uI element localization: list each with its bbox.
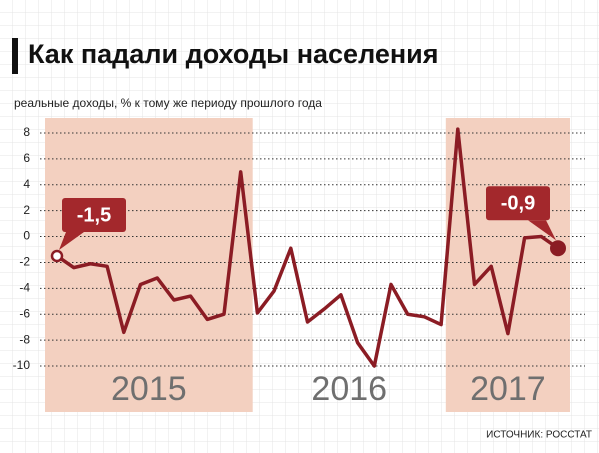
y-tick-label: -8 xyxy=(19,332,30,346)
point-marker xyxy=(550,240,566,257)
y-tick-label: 6 xyxy=(23,151,30,165)
plot: -10 -8 -6 -4 -2 0 2 4 6 8 2015 2016 2017 -1,5 -0,9 xyxy=(13,118,585,412)
source: ИСТОЧНИК: РОССТАТ xyxy=(486,430,592,441)
y-tick-label: -2 xyxy=(19,255,30,269)
y-tick-label: 4 xyxy=(23,177,30,191)
year-shade xyxy=(445,118,570,412)
y-tick-label: -4 xyxy=(19,281,30,295)
callout-pointer xyxy=(528,220,556,241)
callout-box xyxy=(62,197,126,232)
year-label: 2016 xyxy=(311,370,387,408)
y-axis-label: реальные доходы, % к тому же периоду про… xyxy=(14,96,322,110)
year-label: 2015 xyxy=(111,370,187,408)
data-label: -0,9 xyxy=(501,192,535,214)
line xyxy=(55,127,560,368)
y-tick-label: 2 xyxy=(23,203,30,217)
y-tick-label: -6 xyxy=(19,306,30,320)
year-label: 2017 xyxy=(470,370,546,408)
chart-title: Как падали доходы населения xyxy=(28,39,439,69)
y-tick-label: 8 xyxy=(23,125,30,139)
y-tick-label: 0 xyxy=(23,229,30,243)
year-shade xyxy=(45,118,253,412)
title-bar xyxy=(12,38,18,74)
point-marker xyxy=(50,249,64,263)
callout-pointer xyxy=(59,231,84,250)
y-tick-label: -10 xyxy=(13,358,31,372)
callout-box xyxy=(486,186,550,221)
data-label: -1,5 xyxy=(77,204,111,226)
